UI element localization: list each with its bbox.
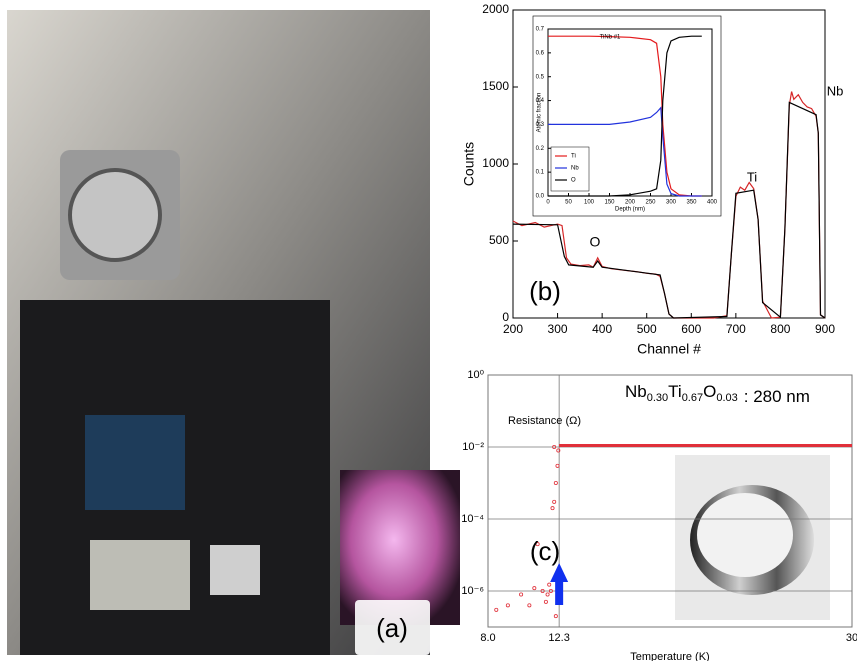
data-point: [548, 589, 553, 594]
data-point: [553, 480, 558, 485]
y-tick-label: 10⁻²: [462, 441, 484, 453]
inset-title: TiNb #1: [600, 35, 621, 41]
x-tick-label: 700: [726, 322, 746, 336]
axes-frame: [512, 9, 826, 319]
data-point: [494, 607, 499, 612]
y-tick-label: 0.3: [536, 122, 545, 128]
annotation: Ti: [747, 169, 757, 184]
x-tick-label: 12.3: [548, 632, 569, 644]
y-tick-label: 10⁰: [467, 369, 484, 381]
axes-frame: [547, 28, 713, 197]
data-point: [556, 448, 561, 453]
data-line: [548, 35, 702, 197]
panel-label: (c): [530, 536, 560, 566]
y-tick-label: 2000: [482, 2, 509, 16]
data-point: [552, 499, 557, 504]
ring-photo: [675, 455, 830, 620]
data-line: [548, 106, 702, 197]
x-tick-label: 400: [592, 322, 612, 336]
y-tick-label: 1500: [482, 79, 509, 93]
data-point: [543, 599, 548, 604]
data-point: [545, 592, 550, 597]
legend: [550, 146, 590, 192]
y-tick-label: 0.7: [536, 27, 545, 33]
data-point: [550, 506, 555, 511]
data-point: [547, 582, 552, 587]
formula-subscript: 0.03: [716, 392, 737, 404]
y-tick-label: 0: [502, 310, 509, 324]
formula-subscript: 0.67: [682, 392, 703, 404]
x-tick-label: 300: [548, 322, 568, 336]
axes-frame: [487, 374, 853, 628]
photo-a: (a): [7, 10, 460, 655]
formula-suffix: : 280 nm: [744, 387, 810, 406]
y-tick-label: 500: [489, 233, 509, 247]
arrow: [550, 563, 569, 605]
legend-label: Ti: [571, 154, 576, 160]
data-line: [512, 101, 826, 319]
data-point: [555, 463, 560, 468]
formula-element: Nb: [625, 382, 647, 401]
data-point: [532, 586, 537, 591]
x-tick-label: 100: [584, 200, 595, 206]
legend-label: O: [571, 178, 576, 184]
y-tick-label: 10⁻⁶: [461, 585, 484, 597]
data-point: [527, 603, 532, 608]
x-tick-label: 8.0: [480, 632, 495, 644]
x-axis-label: Depth (nm): [615, 207, 645, 213]
x-tick-label: 50: [565, 200, 572, 206]
x-tick-label: 500: [637, 322, 657, 336]
formula-element: O: [703, 382, 716, 401]
x-tick-label: 150: [604, 200, 615, 206]
data-point: [505, 603, 510, 608]
y-tick-label: 0.1: [536, 170, 545, 176]
x-tick-label: 0: [546, 200, 550, 206]
x-tick-label: 350: [686, 200, 697, 206]
formula-element: Ti: [668, 382, 682, 401]
y-tick-label: 0.4: [536, 98, 545, 104]
x-axis-label: Channel #: [637, 341, 701, 357]
formula-subscript: 0.30: [647, 392, 668, 404]
x-tick-label: 200: [625, 200, 636, 206]
y-axis-label: Atomic fraction: [537, 93, 543, 133]
y-tick-label: 0.6: [536, 50, 545, 56]
x-axis-label: Temperature (K): [630, 651, 709, 661]
y-axis-label: Counts: [461, 142, 477, 186]
x-tick-label: 800: [770, 322, 790, 336]
y-tick-label: 1000: [482, 156, 509, 170]
x-tick-label: 30: [846, 632, 857, 644]
annotation: (b): [529, 276, 561, 306]
x-tick-label: 900: [815, 322, 835, 336]
data-point: [519, 592, 524, 597]
y-tick-label: 0.0: [536, 194, 545, 200]
data-point: [553, 614, 558, 619]
x-tick-label: 200: [503, 322, 523, 336]
annotation: O: [590, 234, 601, 250]
data-line: [548, 35, 702, 197]
data-point: [540, 589, 545, 594]
y-tick-label: 0.2: [536, 146, 545, 152]
annotation: Nb: [827, 83, 844, 98]
y-tick-label: 0.5: [536, 74, 545, 80]
annotation: Resistance (Ω): [508, 415, 581, 427]
panel-label: (a): [376, 613, 408, 643]
x-tick-label: 400: [707, 200, 718, 206]
legend-label: Nb: [571, 166, 579, 172]
data-point: [535, 542, 540, 547]
formula: Nb0.30Ti0.67O0.03 : 280 nm: [625, 382, 810, 406]
x-tick-label: 300: [666, 200, 677, 206]
x-tick-label: 250: [645, 200, 656, 206]
data-point: [552, 444, 557, 449]
y-tick-label: 10⁻⁴: [461, 513, 484, 525]
x-tick-label: 600: [681, 322, 701, 336]
